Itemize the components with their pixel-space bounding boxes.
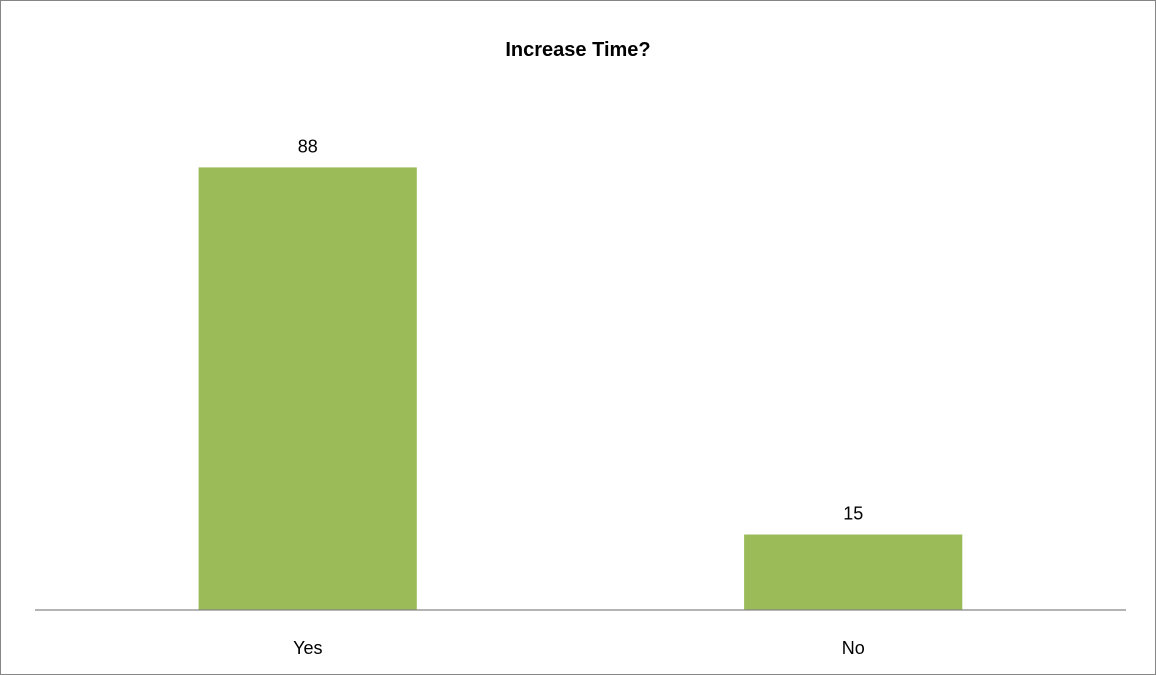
category-label-no: No — [842, 638, 865, 658]
bars-group — [198, 167, 963, 610]
data-label-no: 15 — [843, 504, 863, 524]
chart-title: Increase Time? — [505, 39, 650, 61]
category-label-yes: Yes — [293, 638, 322, 658]
bar-yes — [198, 167, 417, 610]
data-label-yes: 88 — [298, 136, 318, 156]
labels-group: 88 Yes 15 No — [293, 136, 865, 658]
bar-no — [744, 534, 963, 610]
